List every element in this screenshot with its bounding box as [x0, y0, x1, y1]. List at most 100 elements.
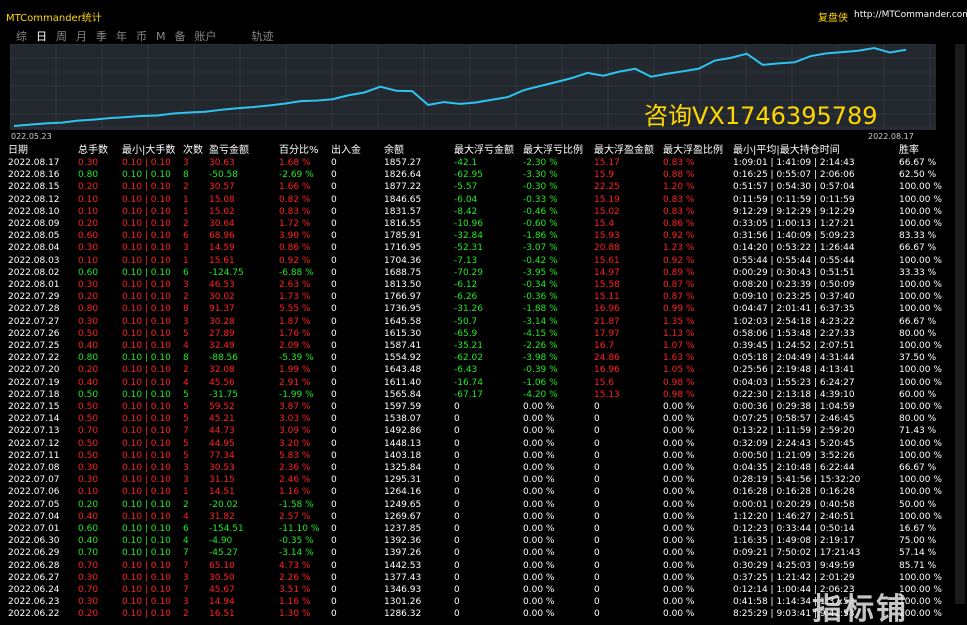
table-cell: 0.10 | 0.10: [122, 439, 171, 450]
table-cell: 0: [331, 341, 337, 352]
table-cell: 16.7: [594, 341, 614, 352]
table-cell: 15.93: [594, 231, 620, 242]
table-cell: 15.02: [594, 207, 620, 218]
table-cell: 24.86: [594, 353, 620, 364]
table-cell: 66.67 %: [899, 317, 936, 328]
column-header: 余额: [384, 145, 404, 156]
table-cell: 2022.08.03: [8, 256, 60, 267]
scrollbar[interactable]: [955, 44, 965, 604]
table-cell: -154.51: [209, 524, 244, 535]
column-header: 最大浮亏金额: [454, 145, 514, 156]
table-cell: 0.10 | 0.10: [122, 426, 171, 437]
table-cell: 1.20 %: [663, 182, 694, 193]
table-cell: 2022.08.05: [8, 231, 60, 242]
table-cell: 15.61: [594, 256, 620, 267]
table-cell: 0:04:03 | 1:55:23 | 6:24:27: [733, 378, 855, 389]
table-cell: 0:31:56 | 1:40:09 | 5:09:23: [733, 231, 855, 242]
table-cell: 0.10 | 0.10: [122, 195, 171, 206]
table-cell: -3.14 %: [279, 548, 314, 559]
table-cell: 0.98 %: [663, 390, 694, 401]
table-cell: 0:07:25 | 0:58:57 | 2:46:45: [733, 414, 855, 425]
table-cell: 2022.08.09: [8, 219, 60, 230]
tab[interactable]: 备: [175, 30, 186, 43]
table-cell: 0: [331, 219, 337, 230]
table-cell: 0: [331, 524, 337, 535]
table-cell: 0.50: [78, 402, 98, 413]
table-cell: 0.00 %: [663, 561, 694, 572]
table-cell: 30.02: [209, 292, 235, 303]
table-cell: 2022.07.15: [8, 402, 60, 413]
table-cell: 1295.31: [384, 475, 421, 486]
table-cell: 0.20: [78, 292, 98, 303]
tab[interactable]: 综: [16, 30, 27, 43]
table-cell: 15.9: [594, 170, 614, 181]
table-cell: 0.30: [78, 280, 98, 291]
table-cell: 0: [594, 524, 600, 535]
table-cell: 0.00 %: [523, 487, 554, 498]
table-cell: 2022.08.12: [8, 195, 60, 206]
table-cell: 0: [594, 426, 600, 437]
table-cell: 0.10 | 0.10: [122, 573, 171, 584]
tab[interactable]: 月: [76, 30, 87, 43]
table-cell: 0: [594, 402, 600, 413]
table-cell: 1645.58: [384, 317, 421, 328]
table-cell: 2022.06.23: [8, 597, 60, 608]
table-cell: 0.10 | 0.10: [122, 524, 171, 535]
table-cell: 0: [594, 536, 600, 547]
table-cell: 100.00 %: [899, 182, 942, 193]
tab[interactable]: 币: [136, 30, 147, 43]
table-cell: 0: [331, 597, 337, 608]
table-cell: 1269.67: [384, 512, 421, 523]
table-cell: 21.87: [594, 317, 620, 328]
table-cell: 16.96: [594, 304, 620, 315]
column-header: 最大浮亏比例: [523, 145, 583, 156]
tab[interactable]: 季: [96, 30, 107, 43]
tab[interactable]: 周: [56, 30, 67, 43]
table-cell: 0:28:19 | 5:41:56 | 15:32:20: [733, 475, 860, 486]
table-cell: 75.00 %: [899, 536, 936, 547]
table-cell: 0.10 | 0.10: [122, 597, 171, 608]
tab[interactable]: 日: [36, 30, 47, 43]
table-cell: 0.30: [78, 243, 98, 254]
table-cell: -4.90: [209, 536, 232, 547]
table-cell: 3.51 %: [279, 585, 310, 596]
table-cell: 0.83 %: [663, 158, 694, 169]
table-cell: 0: [331, 304, 337, 315]
table-cell: 5: [183, 402, 189, 413]
tab[interactable]: 年: [116, 30, 127, 43]
table-cell: 1766.97: [384, 292, 421, 303]
brand[interactable]: 复盘侠: [818, 9, 848, 24]
table-cell: 0: [594, 512, 600, 523]
table-cell: 2022.07.05: [8, 500, 60, 511]
table-cell: 3: [183, 243, 189, 254]
column-header: 次数: [183, 145, 203, 156]
table-cell: 0.10 | 0.10: [122, 158, 171, 169]
table-cell: -1.58 %: [279, 500, 314, 511]
table-cell: 15.58: [594, 280, 620, 291]
table-cell: 46.53: [209, 280, 235, 291]
table-cell: 0: [331, 512, 337, 523]
table-cell: 2022.07.19: [8, 378, 60, 389]
table-cell: 3.20 %: [279, 439, 310, 450]
url[interactable]: http://MTCommander.com: [854, 10, 967, 20]
table-cell: 0: [331, 536, 337, 547]
table-cell: -6.88 %: [279, 268, 314, 279]
table-cell: 0.00 %: [663, 487, 694, 498]
table-cell: 0.00 %: [663, 463, 694, 474]
table-cell: 0.87 %: [663, 292, 694, 303]
table-cell: 68.96: [209, 231, 235, 242]
table-cell: 100.00 %: [899, 292, 942, 303]
table-cell: 15.19: [594, 195, 620, 206]
table-cell: 100.00 %: [899, 280, 942, 291]
table-cell: 1826.64: [384, 170, 421, 181]
tab[interactable]: 账户: [195, 30, 217, 43]
table-cell: -3.30 %: [523, 170, 558, 181]
table-cell: 44.73: [209, 426, 235, 437]
tab[interactable]: 轨迹: [252, 30, 274, 43]
table-cell: 14.51: [209, 487, 235, 498]
tab[interactable]: M: [156, 30, 166, 43]
table-cell: 60.00 %: [899, 390, 936, 401]
table-cell: 0.00 %: [663, 500, 694, 511]
table-cell: -7.13: [454, 256, 477, 267]
table-cell: 1704.36: [384, 256, 421, 267]
